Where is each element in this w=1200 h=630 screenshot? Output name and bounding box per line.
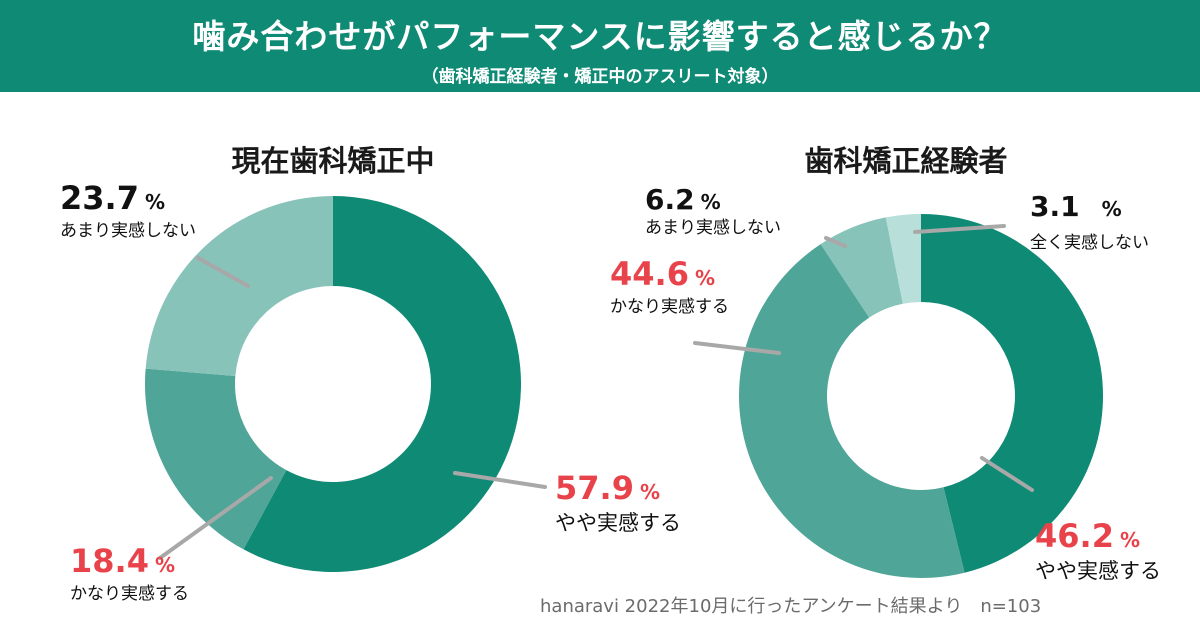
desc-left-strong: かなり実感する [70, 584, 189, 604]
desc-left-slight-no: あまり実感しない [60, 221, 196, 241]
current-slice-0 [243, 196, 522, 573]
chart-title-current: 現在歯科矯正中 [231, 144, 435, 178]
value-left-somewhat: 57.9 [555, 469, 634, 507]
label-right-not-at-all: 3.1% 全く実感しない [1030, 192, 1149, 254]
leader-line-5 [693, 341, 781, 355]
chart-title-experienced: 歯科矯正経験者 [804, 144, 1008, 178]
label-left-slight-no: 23.7% あまり実感しない [60, 180, 196, 242]
desc-right-slight-no: あまり実感しない [645, 218, 781, 238]
current-slice-1 [145, 368, 287, 550]
experienced-slice-3 [885, 214, 921, 304]
unit-left-strong: % [154, 553, 175, 577]
desc-left-somewhat: やや実感する [555, 511, 681, 535]
label-left-strong: 18.4% かなり実感する [70, 543, 189, 605]
desc-right-not-at-all: 全く実感しない [1030, 233, 1149, 253]
desc-right-strong: かなり実感する [610, 297, 729, 317]
unit-left-somewhat: % [639, 480, 660, 504]
page-subtitle: （歯科矯正経験者・矯正中のアスリート対象） [421, 67, 779, 87]
value-left-slight-no: 23.7 [60, 179, 139, 217]
leader-line-0 [196, 256, 250, 288]
donut-chart-current [145, 196, 522, 573]
unit-left-slight-no: % [144, 190, 165, 214]
label-right-slight-no: 6.2% あまり実感しない [645, 185, 781, 239]
value-right-slight-no: 6.2 [645, 183, 695, 216]
leader-line-1 [158, 476, 273, 560]
page-title: 噛み合わせがパフォーマンスに影響すると感じるか？ [192, 17, 1008, 56]
value-left-strong: 18.4 [70, 542, 149, 580]
experienced-slice-0 [921, 214, 1104, 573]
label-right-somewhat: 46.2% やや実感する [1035, 518, 1161, 584]
desc-right-somewhat: やや実感する [1035, 559, 1161, 583]
unit-right-strong: % [694, 266, 715, 290]
leader-line-4 [913, 224, 1006, 234]
label-left-somewhat: 57.9% やや実感する [555, 470, 681, 536]
current-slice-2 [145, 196, 333, 377]
source-note: hanaravi 2022年10月に行ったアンケート結果より n=103 [540, 596, 1042, 617]
unit-right-not-at-all: % [1101, 197, 1122, 221]
value-right-not-at-all: 3.1 [1030, 190, 1080, 223]
unit-right-slight-no: % [700, 190, 721, 214]
leader-lines [158, 224, 1034, 560]
experienced-slice-1 [738, 244, 965, 579]
leader-line-3 [824, 236, 847, 248]
value-right-strong: 44.6 [610, 255, 689, 293]
label-right-strong: 44.6% かなり実感する [610, 256, 729, 318]
unit-right-somewhat: % [1119, 528, 1140, 552]
leader-line-2 [453, 471, 547, 489]
donut-chart-experienced [738, 214, 1104, 579]
value-right-somewhat: 46.2 [1035, 517, 1114, 555]
leader-line-6 [980, 456, 1034, 492]
title-banner: 噛み合わせがパフォーマンスに影響すると感じるか？ （歯科矯正経験者・矯正中のアス… [0, 0, 1200, 92]
